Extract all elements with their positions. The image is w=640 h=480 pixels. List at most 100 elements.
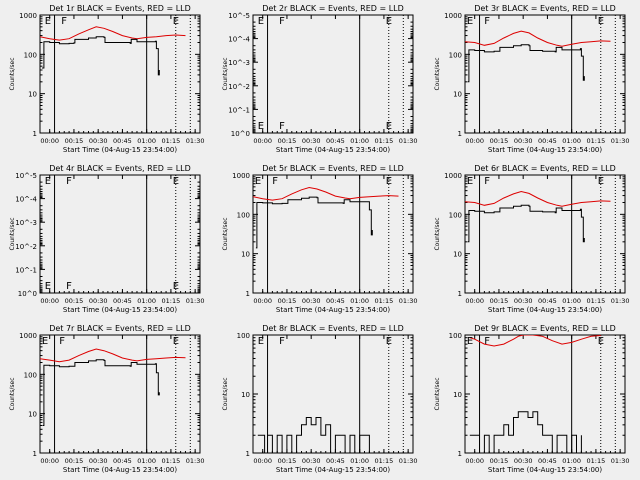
x-tick-label: 01:15 <box>162 297 181 305</box>
y-tick-label: 10 <box>28 91 37 99</box>
y-tick-label: 10^-4 <box>228 36 250 44</box>
y-axis-label: Counts/sec <box>222 57 229 90</box>
x-tick-label: 01:00 <box>562 297 581 305</box>
top-marker-label: E <box>386 16 392 27</box>
events-series-line <box>42 359 160 426</box>
top-marker-label: E <box>467 16 473 27</box>
y-tick-label: 1000 <box>232 172 250 180</box>
y-tick-label: 1 <box>458 290 462 298</box>
x-tick-label: 01:00 <box>562 457 581 465</box>
x-tick-label: 00:00 <box>40 297 59 305</box>
x-tick-label: 00:15 <box>65 297 84 305</box>
plot-frame <box>39 14 201 134</box>
x-tick-label: 00:45 <box>326 137 345 145</box>
top-marker-label: E <box>598 176 604 187</box>
x-tick-label: 01:15 <box>375 297 394 305</box>
y-axis-label: Counts/sec <box>222 217 229 250</box>
events-series-line <box>41 36 160 76</box>
plot-frame <box>464 14 626 134</box>
y-axis-label: Counts/sec <box>9 377 16 410</box>
x-axis-label: Start Time (04-Aug-15 23:54:00) <box>276 466 390 474</box>
x-tick-label: 01:30 <box>186 297 205 305</box>
y-tick-label: 10^-3 <box>228 59 250 67</box>
x-tick-label: 00:15 <box>278 137 297 145</box>
x-tick-label: 00:45 <box>538 457 557 465</box>
top-marker-label: F <box>279 16 285 27</box>
y-tick-label: 10 <box>453 251 462 259</box>
y-tick-label: 10^-5 <box>228 12 250 20</box>
lld-series-line <box>465 30 611 47</box>
x-axis-label: Start Time (04-Aug-15 23:54:00) <box>276 306 390 314</box>
y-tick-label: 1 <box>33 450 37 458</box>
top-marker-label: E <box>598 336 604 347</box>
y-tick-label: 10 <box>453 91 462 99</box>
x-tick-label: 01:30 <box>399 137 418 145</box>
bottom-marker-label: E <box>173 281 179 292</box>
x-tick-label: 01:00 <box>137 297 156 305</box>
x-tick-label: 00:45 <box>113 297 132 305</box>
y-tick-label: 10 <box>28 411 37 419</box>
plot-frame <box>252 174 414 294</box>
x-tick-label: 00:15 <box>490 457 509 465</box>
x-tick-label: 01:15 <box>375 457 394 465</box>
chart-title: Det 3r BLACK = Events, RED = LLD <box>474 4 616 13</box>
top-marker-label: E <box>467 176 473 187</box>
y-tick-label: 100 <box>449 51 462 59</box>
plot-frame <box>464 174 626 294</box>
x-tick-label: 00:30 <box>302 297 321 305</box>
bottom-marker-label: E <box>386 121 392 132</box>
panel-det-3: Det 3r BLACK = Events, RED = LLD Counts/s… <box>434 4 630 154</box>
panel-det-6: Det 6r BLACK = Events, RED = LLD Counts/s… <box>434 164 630 314</box>
lld-series-line <box>253 186 399 201</box>
x-tick-label: 00:15 <box>278 297 297 305</box>
x-tick-label: 01:00 <box>350 457 369 465</box>
x-tick-label: 00:15 <box>490 137 509 145</box>
x-tick-label: 00:30 <box>89 457 108 465</box>
plot-frame <box>39 334 201 454</box>
top-marker-label: F <box>61 16 67 27</box>
top-marker-label: E <box>173 176 179 187</box>
x-tick-label: 00:00 <box>465 297 484 305</box>
y-tick-label: 10 <box>241 251 250 259</box>
y-tick-label: 1000 <box>19 12 37 20</box>
chart-title: Det 4r BLACK = Events, RED = LLD <box>49 164 191 173</box>
top-marker-label: F <box>484 16 490 27</box>
x-axis-label: Start Time (04-Aug-15 23:54:00) <box>276 146 390 154</box>
y-tick-label: 10^-1 <box>15 266 37 274</box>
y-axis-label: Counts/sec <box>434 57 441 90</box>
y-tick-label: 100 <box>237 332 250 340</box>
bottom-marker-label: E <box>45 281 51 292</box>
y-tick-label: 10^-4 <box>15 196 37 204</box>
chart-title: Det 6r BLACK = Events, RED = LLD <box>474 164 616 173</box>
y-tick-label: 1 <box>246 450 250 458</box>
y-tick-label: 1 <box>458 450 462 458</box>
x-tick-label: 00:30 <box>89 137 108 145</box>
lld-series-line <box>469 335 601 347</box>
events-series-line <box>257 417 370 453</box>
panel-det-7: Det 7r BLACK = Events, RED = LLD Counts/s… <box>9 324 205 474</box>
top-marker-label: F <box>66 176 72 187</box>
y-tick-label: 1 <box>458 130 462 138</box>
y-tick-label: 10^-1 <box>228 106 250 114</box>
x-tick-label: 01:15 <box>162 457 181 465</box>
chart-title: Det 5r BLACK = Events, RED = LLD <box>262 164 404 173</box>
y-axis-label: Counts/sec <box>434 377 441 410</box>
x-tick-label: 01:30 <box>611 137 630 145</box>
top-marker-label: E <box>255 176 261 187</box>
y-tick-label: 1000 <box>444 172 462 180</box>
plot-frame <box>252 14 414 134</box>
x-tick-label: 01:30 <box>186 457 205 465</box>
x-tick-label: 00:30 <box>302 457 321 465</box>
top-marker-label: E <box>467 336 473 347</box>
x-axis-label: Start Time (04-Aug-15 23:54:00) <box>488 466 602 474</box>
x-axis-label: Start Time (04-Aug-15 23:54:00) <box>63 466 177 474</box>
x-axis-label: Start Time (04-Aug-15 23:54:00) <box>63 306 177 314</box>
y-tick-label: 1 <box>246 290 250 298</box>
events-series-line <box>467 204 585 243</box>
y-axis-label: Counts/sec <box>9 57 16 90</box>
x-tick-label: 00:00 <box>465 457 484 465</box>
x-tick-label: 01:30 <box>611 297 630 305</box>
x-tick-label: 01:00 <box>137 137 156 145</box>
x-tick-label: 01:15 <box>375 137 394 145</box>
